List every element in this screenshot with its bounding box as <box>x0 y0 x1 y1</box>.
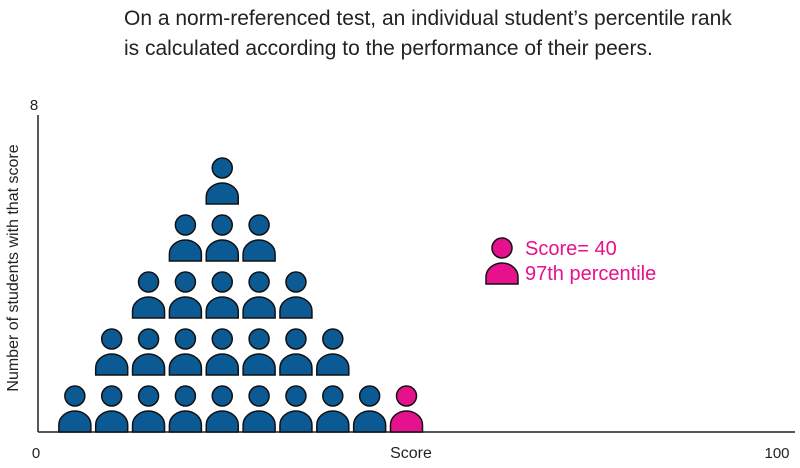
peer-student-icon <box>352 385 387 433</box>
person-body <box>94 410 129 433</box>
person-body <box>131 353 166 376</box>
x-tick-label-start: 0 <box>32 445 40 462</box>
peer-student-icon <box>242 385 276 433</box>
person-head <box>322 385 344 407</box>
peer-student-icon <box>205 328 239 376</box>
legend-person-icon <box>485 237 519 285</box>
person-body <box>205 410 239 433</box>
person-head <box>64 385 86 407</box>
peer-student-icon <box>242 328 276 376</box>
person-head <box>174 271 197 293</box>
person-body <box>389 410 424 433</box>
peer-student-icon <box>168 385 203 433</box>
peer-student-icon <box>205 385 239 433</box>
person-body <box>279 410 313 433</box>
person-body <box>242 410 276 433</box>
person-body <box>205 182 239 205</box>
annotation-percentile: 97th percentile <box>525 263 656 285</box>
peer-student-icon <box>131 328 166 376</box>
person-head <box>248 385 270 407</box>
peer-student-icon <box>94 328 129 376</box>
person-head <box>100 385 123 407</box>
person-body <box>131 410 166 433</box>
person-head <box>285 271 307 293</box>
peer-student-icon <box>279 271 313 319</box>
person-body <box>205 296 239 319</box>
annotation-score: Score= 40 <box>525 238 617 260</box>
person-head <box>211 328 233 350</box>
peer-student-icon <box>131 385 166 433</box>
person-body <box>242 239 276 262</box>
peer-student-icon <box>168 271 203 319</box>
peer-student-icon <box>205 157 239 205</box>
person-head <box>137 385 160 407</box>
person-head <box>174 214 197 236</box>
person-body <box>168 410 203 433</box>
person-head <box>174 385 197 407</box>
person-head <box>211 214 233 236</box>
peer-student-icon <box>279 385 313 433</box>
peer-student-icon <box>131 271 166 319</box>
person-body <box>316 353 350 376</box>
person-body <box>131 296 166 319</box>
peer-student-icon <box>168 328 203 376</box>
person-head <box>248 328 270 350</box>
person-head <box>137 271 160 293</box>
person-body <box>168 353 203 376</box>
legend-person-icon <box>485 237 519 285</box>
person-head <box>248 271 270 293</box>
person-body <box>485 262 519 285</box>
person-body <box>205 239 239 262</box>
person-head <box>395 385 418 407</box>
peer-student-icon <box>94 385 129 433</box>
person-head <box>211 385 233 407</box>
person-head <box>211 157 233 179</box>
person-body <box>242 296 276 319</box>
caption-line-1: On a norm-referenced test, an individual… <box>124 7 732 30</box>
person-body <box>352 410 387 433</box>
person-body <box>316 410 350 433</box>
person-head <box>491 237 513 259</box>
person-head <box>358 385 381 407</box>
peer-student-icon <box>242 271 276 319</box>
person-head <box>137 328 160 350</box>
person-body <box>94 353 129 376</box>
person-icons <box>58 157 424 433</box>
person-body <box>168 296 203 319</box>
y-axis-title: Number of students with that score <box>5 144 22 391</box>
individual-student-icon <box>389 385 424 433</box>
legend-annotation: Score= 40 97th percentile <box>485 237 656 285</box>
person-head <box>285 328 307 350</box>
person-head <box>100 328 123 350</box>
person-head <box>248 214 270 236</box>
peer-student-icon <box>316 385 350 433</box>
person-body <box>205 353 239 376</box>
person-body <box>242 353 276 376</box>
x-tick-label-end: 100 <box>764 445 789 462</box>
x-axis-title: Score <box>390 445 432 462</box>
peer-student-icon <box>205 214 239 262</box>
caption-line-2: is calculated according to the performan… <box>124 37 653 60</box>
person-body <box>279 296 313 319</box>
caption: On a norm-referenced test, an individual… <box>124 4 784 64</box>
peer-student-icon <box>279 328 313 376</box>
peer-student-icon <box>242 214 276 262</box>
peer-student-icon <box>58 385 92 433</box>
person-head <box>211 271 233 293</box>
person-body <box>168 239 203 262</box>
person-body <box>279 353 313 376</box>
peer-student-icon <box>316 328 350 376</box>
peer-student-icon <box>205 271 239 319</box>
peer-student-icon <box>168 214 203 262</box>
person-body <box>58 410 92 433</box>
person-head <box>174 328 197 350</box>
person-head <box>285 385 307 407</box>
y-tick-label-top: 8 <box>30 97 38 114</box>
person-head <box>322 328 344 350</box>
